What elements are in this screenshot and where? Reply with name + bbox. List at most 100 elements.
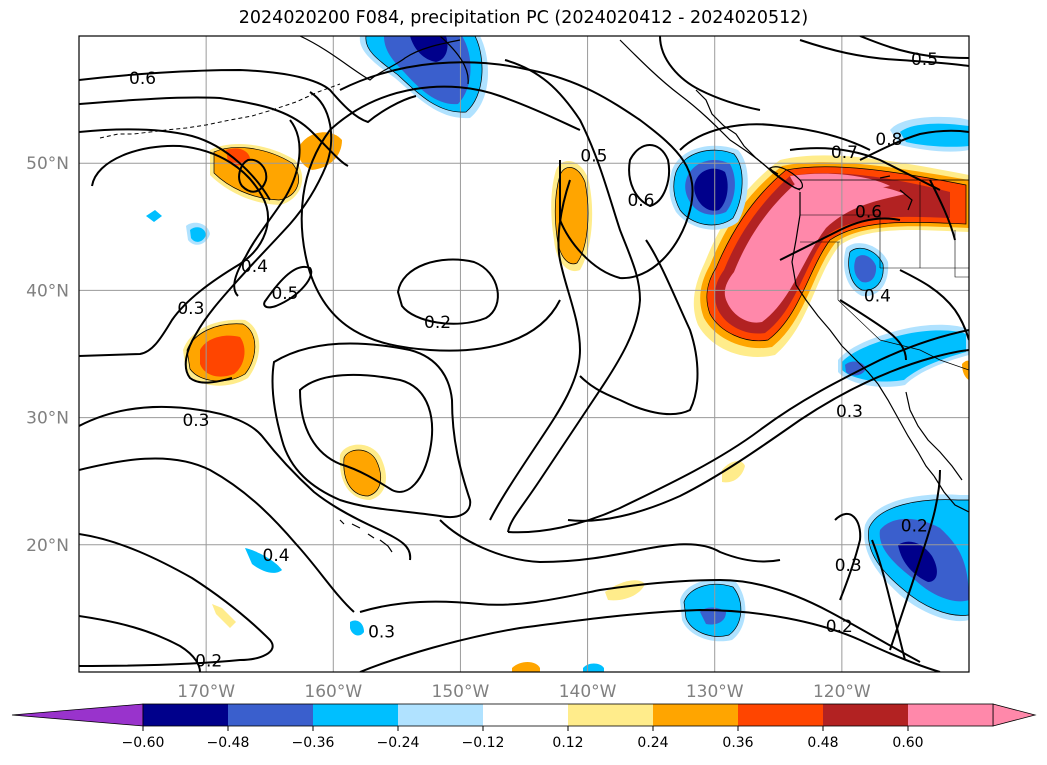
- contour-label: 0.3: [368, 622, 395, 642]
- contour-label: 0.3: [836, 402, 863, 422]
- contour-0.3-s-center: [359, 578, 921, 663]
- positive-anomaly-central-orange: [555, 167, 589, 264]
- colorbar-tick-label: −0.48: [207, 735, 250, 751]
- colorbar-box: [653, 704, 738, 726]
- speck-8: [512, 662, 540, 672]
- colorbar: −0.60 −0.48 −0.36 −0.24 −0.12 0.12 0.24 0.36 0.4…: [11, 703, 1037, 751]
- contour-0.2-middle: [298, 373, 434, 493]
- outline-tropical: [683, 583, 742, 637]
- contour-0.5-north-pac: [659, 36, 761, 111]
- colorbar-tick-label: −0.24: [377, 735, 420, 751]
- outline-gulf: [673, 149, 743, 226]
- contour-label: 0.4: [241, 257, 268, 277]
- map-frame: [78, 35, 970, 673]
- contour-0.2-s: [359, 608, 941, 672]
- contour-label: 0.3: [182, 411, 209, 431]
- colorbar-box: [228, 704, 313, 726]
- negative-anomaly-tropical-mid: [700, 607, 726, 625]
- latitude-labels: 20°N 30°N 40°N 50°N: [26, 154, 69, 556]
- contour-0.3-mid-s: [79, 405, 412, 561]
- lon-tick-label: 170°W: [177, 682, 235, 702]
- contour-0.3-south-curve: [439, 519, 781, 564]
- contour-label: 0.2: [424, 313, 451, 333]
- positive-anomaly-w2: [298, 132, 342, 170]
- lon-tick-label: 160°W: [304, 682, 362, 702]
- contour-0.6-east: [779, 217, 901, 261]
- contour-0.3-s: [79, 457, 355, 613]
- colorbar-under-extend: [11, 703, 144, 727]
- contour-0.6-ne: [859, 36, 969, 59]
- lon-tick-label: 150°W: [432, 682, 490, 702]
- speck-6: [212, 604, 236, 628]
- contour-label: 0.2: [901, 517, 928, 537]
- contour-0.6-gulf: [628, 144, 670, 208]
- contour-lines: [79, 36, 969, 672]
- contour-label: 0.6: [627, 191, 654, 211]
- speck-10: [962, 360, 969, 380]
- speck-3: [245, 548, 282, 573]
- colorbar-box: [823, 704, 908, 726]
- contour-0.2-ne: [929, 179, 956, 241]
- baja-california: [877, 383, 963, 481]
- positive-anomaly-w1-red: [226, 148, 250, 166]
- colorbar-box: [398, 704, 483, 726]
- contour-0.3-center: [300, 85, 581, 352]
- great-lakes-fragment: [879, 175, 913, 211]
- alaska-panhandle: [619, 39, 801, 191]
- contour-0.2-mexico: [889, 469, 941, 651]
- contour-0.4-nw: [79, 128, 271, 201]
- outline-central: [554, 167, 589, 265]
- colorbar-tick-label: −0.60: [122, 735, 165, 751]
- outline-alaska: [365, 36, 483, 113]
- coastlines: [99, 36, 969, 553]
- colorbar-tick-label: 0.36: [722, 735, 753, 751]
- graticule: [79, 36, 969, 672]
- colorbar-over-extend: [992, 703, 1037, 727]
- colorbar-box: [483, 704, 568, 726]
- positive-anomaly-west-coast-pink: [724, 180, 905, 323]
- aleutian-islands: [99, 83, 341, 139]
- contour-label: 0.4: [263, 546, 290, 566]
- contour-0.6-w-small: [238, 158, 268, 193]
- contour-0.5-nw: [79, 96, 349, 167]
- state-borders: [800, 182, 969, 341]
- contour-label: 0.8: [875, 130, 902, 150]
- positive-anomaly-hawaii-north-red: [200, 335, 245, 377]
- contour-0.4-w: [184, 91, 333, 384]
- contour-0.3-middle: [271, 342, 472, 518]
- contour-0.5-east-shore: [579, 239, 699, 416]
- contour-0.5-w: [263, 265, 313, 309]
- contour-0.5-inner-w: [233, 119, 301, 297]
- speck-7: [722, 461, 745, 483]
- colorbar-box: [143, 704, 228, 726]
- contour-0.6-coast: [679, 123, 871, 151]
- contour-0.7-coast: [789, 147, 941, 191]
- contour-label: 0.7: [831, 143, 858, 163]
- speck-1: [146, 210, 162, 222]
- map-title: 2024020200 F084, precipitation PC (20240…: [238, 8, 809, 28]
- lon-tick-label: 130°W: [686, 682, 744, 702]
- contour-label: 0.6: [855, 203, 882, 223]
- colorbar-tick-label: −0.36: [292, 735, 335, 751]
- negative-anomaly-mexico-core: [898, 541, 937, 582]
- contour-label: 0.5: [580, 147, 607, 167]
- speck-11-core: [900, 123, 969, 147]
- hawaii: [339, 519, 393, 553]
- lat-tick-label: 30°N: [26, 409, 69, 429]
- contour-label: 0.5: [911, 50, 938, 70]
- us-west-coast: [791, 192, 879, 385]
- negative-anomaly-gulf-core: [694, 168, 728, 211]
- contour-label: 0.4: [864, 286, 891, 306]
- contour-0.2-mexico-small: [871, 539, 906, 661]
- lon-tick-label: 120°W: [813, 682, 871, 702]
- longitude-labels: 170°W 160°W 150°W 140°W 130°W 120°W: [177, 682, 871, 702]
- lat-tick-label: 20°N: [26, 536, 69, 556]
- us-mexico-border: [879, 339, 969, 371]
- alaska-coast: [299, 36, 469, 85]
- contour-0.3-center-big: [339, 61, 694, 280]
- lat-tick-label: 50°N: [26, 154, 69, 174]
- contour-0.5-ne: [799, 39, 969, 67]
- precipitation-shading: [146, 36, 969, 672]
- colorbar-box: [908, 704, 993, 726]
- colorbar-box: [738, 704, 823, 726]
